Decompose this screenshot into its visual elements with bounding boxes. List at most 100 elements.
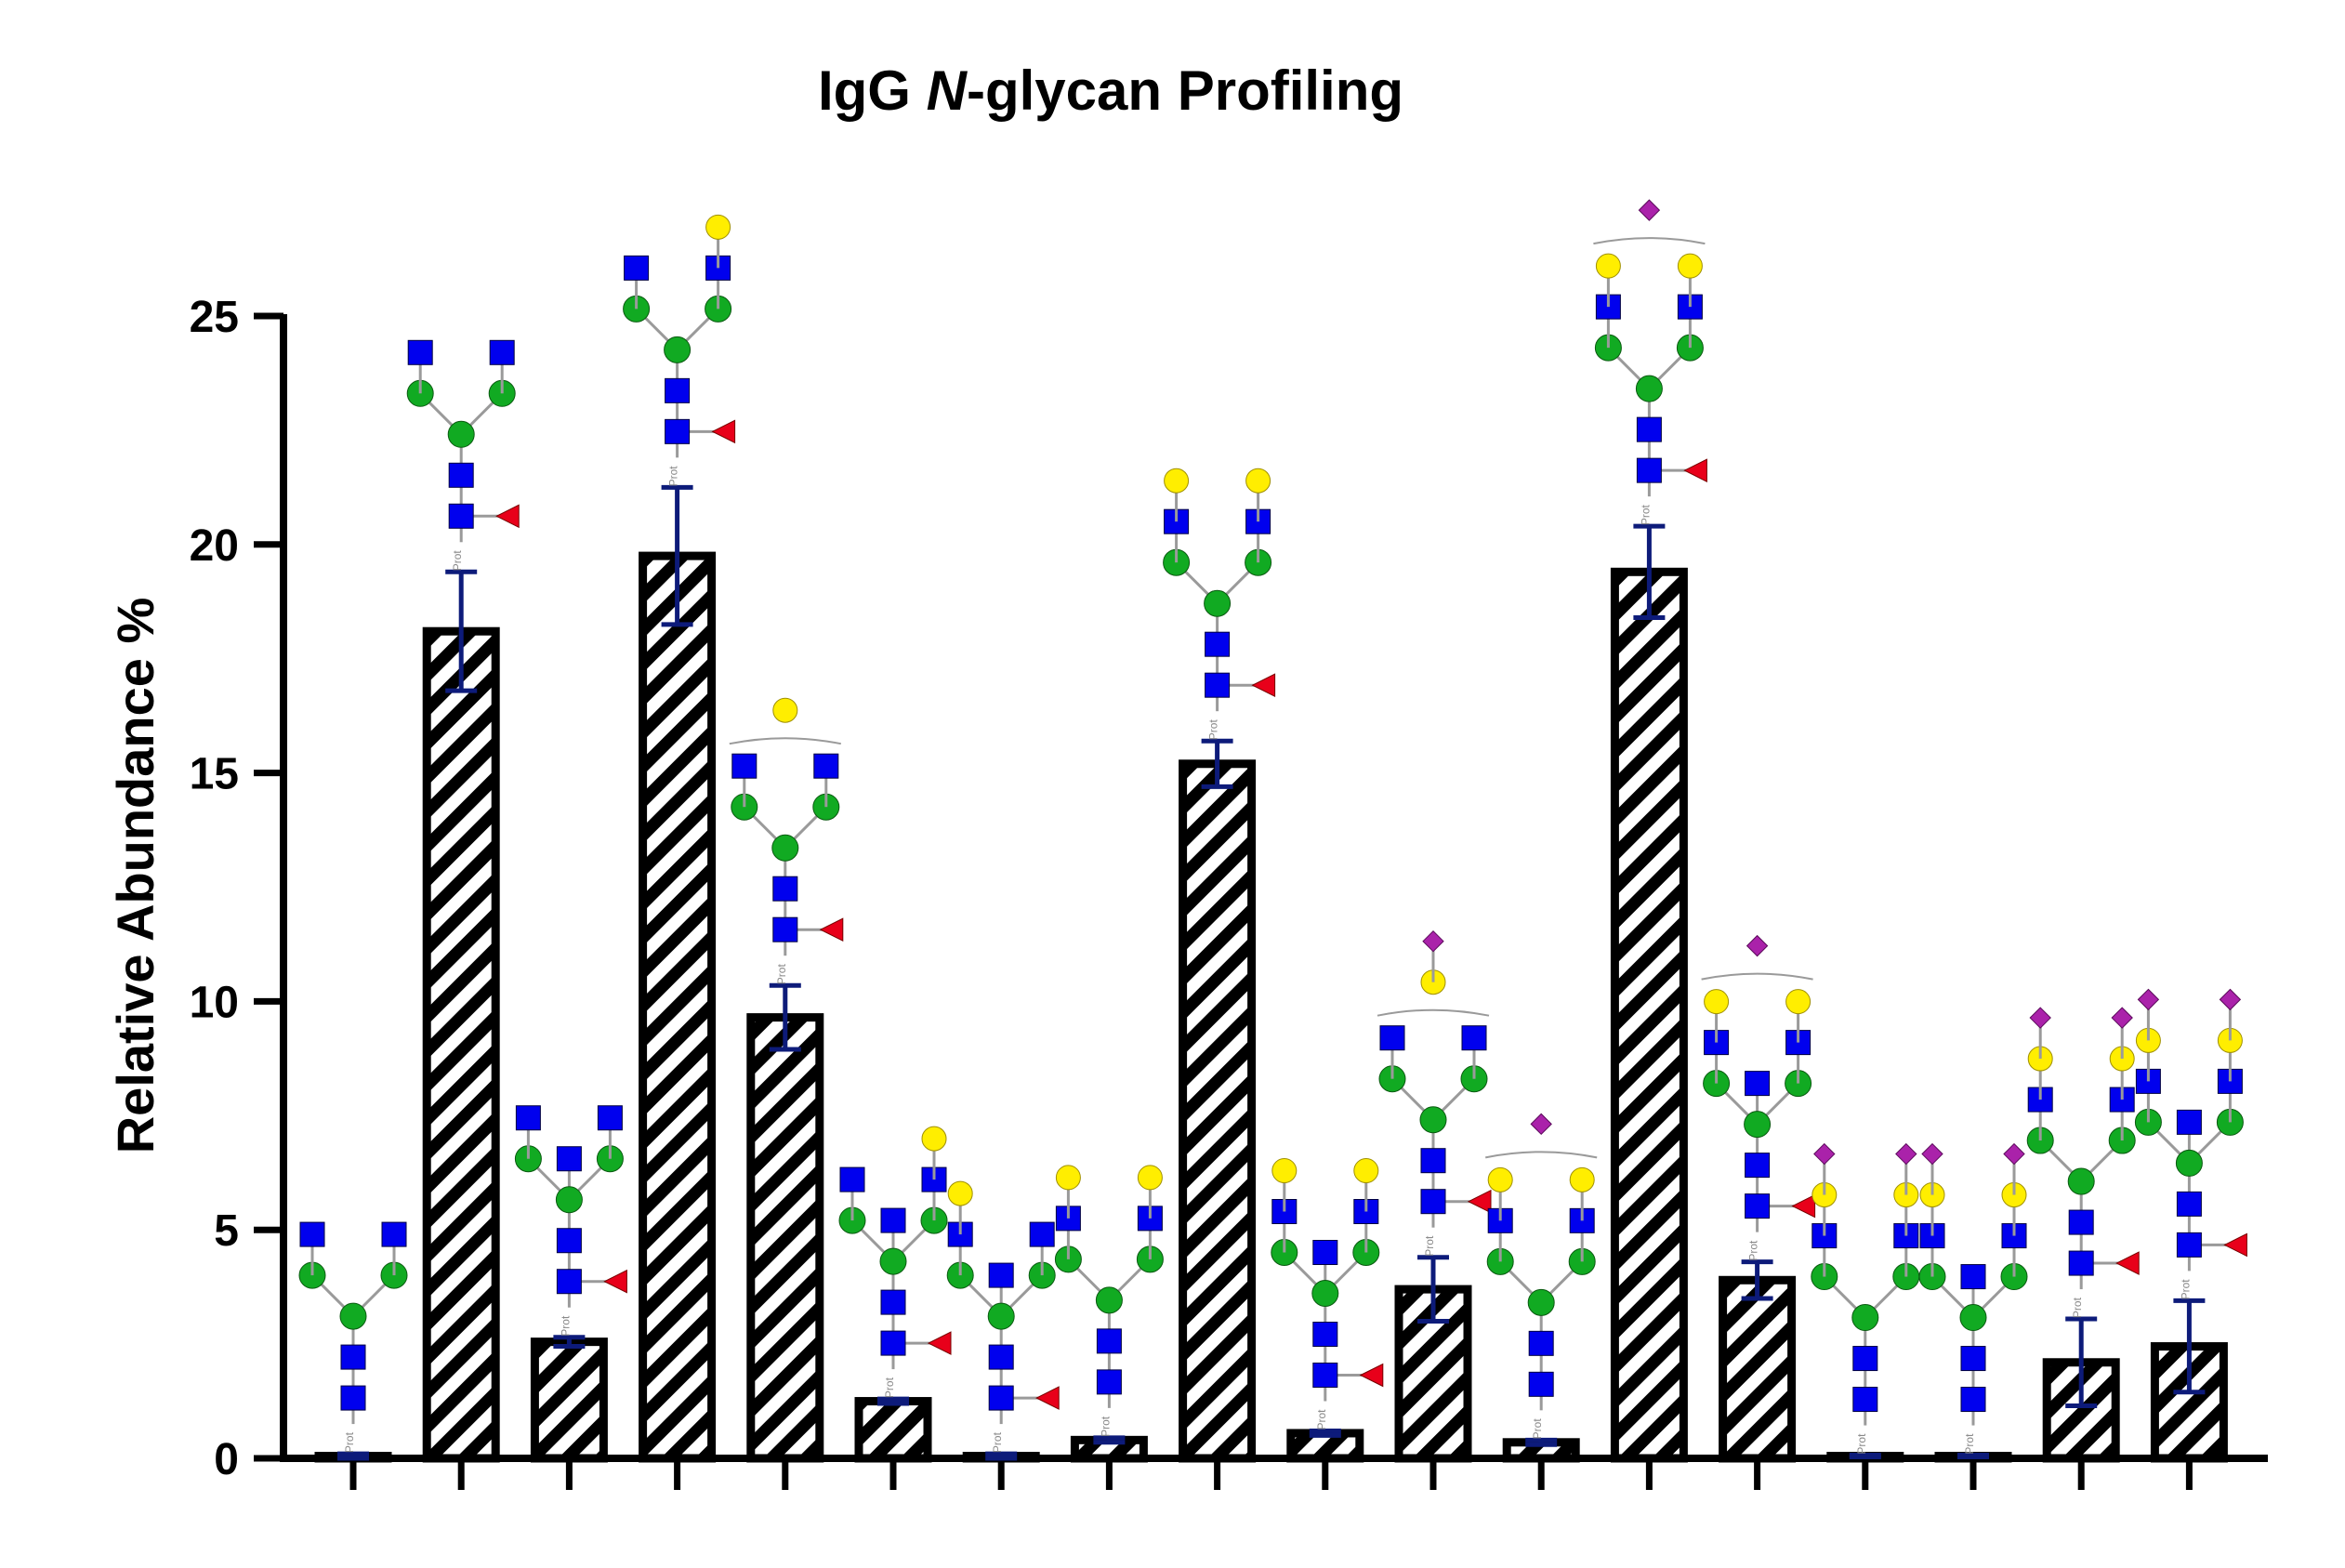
y-tick-label: 15 (190, 750, 239, 799)
chart-title-suffix: -glycan Profiling (967, 59, 1403, 122)
mannose-circle (771, 834, 799, 862)
y-tick-label: 0 (214, 1435, 239, 1484)
mannose-circle (1527, 1288, 1555, 1316)
glcnac-square (1029, 1221, 1055, 1247)
mannose-circle (1204, 589, 1232, 617)
galactose-circle (1487, 1166, 1513, 1192)
galactose-circle (947, 1180, 973, 1206)
mannose-circle (879, 1247, 907, 1275)
fucose-triangle (819, 917, 844, 942)
galactose-circle (1785, 989, 1811, 1015)
error-bar (1525, 1437, 1558, 1447)
glycan-base-label: Prot (2179, 1279, 2192, 1300)
galactose-circle (1164, 468, 1190, 494)
glycan-structure: Prot (1163, 468, 1276, 740)
glycan-base-label: Prot (667, 466, 680, 487)
mannose-circle (1419, 1106, 1447, 1134)
glycan-base-label: Prot (1639, 504, 1652, 525)
glycan-base-label: Prot (775, 964, 788, 985)
glcnac-square (515, 1105, 541, 1131)
floating-bracket (1701, 972, 1813, 981)
bar (1179, 759, 1257, 1463)
error-bar (1093, 1435, 1126, 1445)
glcnac-square (880, 1330, 906, 1356)
fucose-triangle (1791, 1193, 1816, 1219)
glycan-base-label: Prot (1099, 1416, 1112, 1437)
glycan-base-label: Prot (1963, 1433, 1976, 1455)
glcnac-square (1312, 1240, 1338, 1266)
glcnac-square (813, 753, 839, 779)
error-bar (877, 1396, 909, 1406)
glcnac-square (2068, 1250, 2094, 1276)
glycan-base-label: Prot (991, 1431, 1004, 1453)
glcnac-square (448, 462, 474, 488)
sialic-diamond (1921, 1142, 1943, 1166)
sialic-diamond (1530, 1113, 1552, 1136)
mannose-circle (664, 336, 692, 363)
glycan-base-label: Prot (1747, 1240, 1760, 1261)
fucose-triangle (927, 1331, 952, 1355)
glycan-base-label: Prot (883, 1377, 896, 1398)
glcnac-square (1096, 1328, 1122, 1354)
error-bar (445, 569, 478, 693)
floating-bracket (1377, 1008, 1490, 1017)
galactose-circle (705, 214, 731, 240)
glcnac-square (1205, 631, 1231, 657)
bar (422, 626, 500, 1463)
sialic-diamond (2111, 1007, 2133, 1029)
galactose-circle (772, 697, 798, 723)
y-axis-label: Relative Abundance % (106, 598, 165, 1154)
glcnac-square (340, 1344, 366, 1370)
fucose-triangle (1035, 1386, 1060, 1410)
bar (854, 1397, 932, 1463)
fucose-triangle (1683, 458, 1707, 482)
glcnac-square (880, 1289, 906, 1315)
galactose-circle (1595, 253, 1621, 279)
error-bars (337, 484, 2206, 1461)
glycan-base-label: Prot (1855, 1433, 1868, 1455)
glcnac-square (2176, 1109, 2202, 1135)
y-ticks: 0 5 10 15 20 25 (190, 293, 283, 1484)
chart-title: IgG N-glycan Profiling (818, 59, 1403, 122)
glcnac-square (1205, 672, 1231, 698)
error-bar (1417, 1255, 1449, 1324)
glcnac-square (731, 753, 758, 779)
fucose-triangle (1359, 1363, 1384, 1388)
galactose-circle (1677, 253, 1703, 279)
glcnac-square (880, 1207, 906, 1233)
sialic-diamond (1638, 199, 1661, 221)
mannose-circle (1095, 1286, 1123, 1314)
glcnac-square (665, 377, 691, 403)
fucose-triangle (1251, 673, 1276, 697)
fucose-triangle (2115, 1251, 2140, 1275)
bar (530, 1337, 608, 1463)
error-bar (337, 1451, 369, 1461)
galactose-circle (1137, 1165, 1163, 1191)
glcnac-square (1852, 1387, 1878, 1413)
error-bar (2173, 1298, 2206, 1395)
y-tick-label: 5 (214, 1206, 239, 1256)
fucose-triangle (2223, 1232, 2247, 1258)
glcnac-square (839, 1166, 865, 1192)
glcnac-square (556, 1146, 582, 1172)
chart-title-prefix: IgG (818, 59, 927, 122)
glcnac-square (2176, 1191, 2202, 1217)
bar (639, 551, 717, 1463)
sialic-diamond (1813, 1142, 1836, 1166)
sialic-diamond (1895, 1142, 1917, 1166)
glycan-structure: Prot (406, 339, 520, 571)
glycan-structure: Prot (2026, 1007, 2140, 1318)
mannose-circle (2175, 1149, 2203, 1177)
glycan-structure: Prot (514, 1105, 627, 1337)
glycan-structure: Prot (1271, 1158, 1384, 1430)
glycan-structure: Prot (1593, 199, 1707, 525)
galactose-circle (1704, 989, 1730, 1015)
mannose-circle (987, 1302, 1015, 1330)
sialic-diamond (2029, 1007, 2051, 1029)
mannose-circle (555, 1186, 583, 1214)
glcnac-square (772, 916, 798, 942)
glcnac-square (597, 1105, 623, 1131)
glcnac-square (1960, 1264, 1986, 1290)
galactose-circle (1055, 1165, 1081, 1191)
y-tick-label: 25 (190, 293, 239, 342)
